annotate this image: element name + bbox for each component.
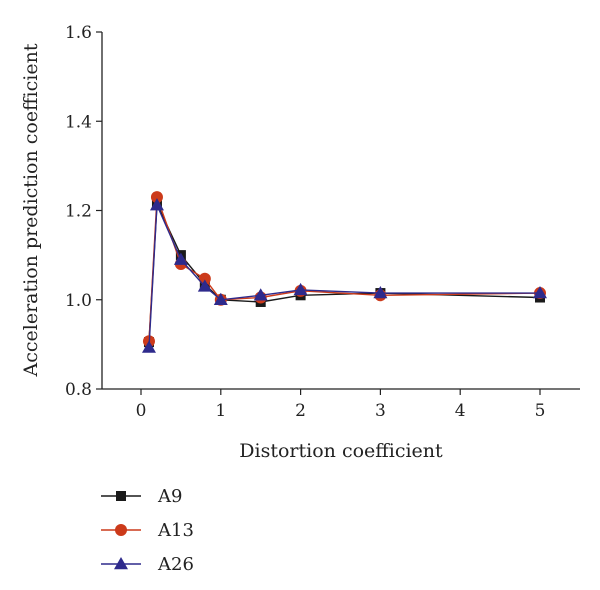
legend-item-a9: A9 xyxy=(101,486,182,507)
series-a26 xyxy=(141,198,547,353)
plot-area: 0.8 1.0 1.2 1.4 1.6 0 1 2 3 4 5 xyxy=(65,23,580,421)
y-tick-label: 1.4 xyxy=(65,112,92,132)
x-tick-label: 1 xyxy=(215,401,226,421)
y-tick-label: 1.6 xyxy=(65,23,92,43)
y-axis-title: Acceleration prediction coefficient xyxy=(20,43,42,377)
y-tick-label: 0.8 xyxy=(65,380,92,400)
data-point-a26 xyxy=(293,282,308,296)
data-point-a26 xyxy=(533,286,547,299)
legend-marker-a13 xyxy=(115,524,127,536)
y-ticks: 0.8 1.0 1.2 1.4 1.6 xyxy=(65,23,102,400)
x-tick-label: 2 xyxy=(295,401,306,421)
legend-marker-a9 xyxy=(116,491,126,501)
data-point-a26 xyxy=(213,292,228,305)
legend-item-a13: A13 xyxy=(101,520,194,541)
series-layer xyxy=(141,191,547,353)
series-a13 xyxy=(142,191,546,348)
data-point-a26 xyxy=(197,279,212,292)
legend-label-a13: A13 xyxy=(157,520,194,541)
data-point-a26 xyxy=(173,252,188,265)
legend-item-a26: A26 xyxy=(101,554,194,575)
x-tick-label: 0 xyxy=(136,401,147,421)
legend-label-a9: A9 xyxy=(157,486,182,507)
data-point-a13 xyxy=(150,191,163,204)
y-tick-label: 1.2 xyxy=(65,202,92,222)
legend-label-a26: A26 xyxy=(157,554,194,575)
x-tick-label: 5 xyxy=(535,401,546,421)
x-axis-title: Distortion coefficient xyxy=(239,440,443,462)
x-tick-label: 3 xyxy=(375,401,386,421)
series-line-a9 xyxy=(148,203,541,343)
legend-marker-a26 xyxy=(114,557,128,570)
x-tick-label: 4 xyxy=(455,401,466,421)
legend: A9 A13 A26 xyxy=(101,486,194,575)
x-ticks: 0 1 2 3 4 5 xyxy=(136,389,546,421)
data-point-a26 xyxy=(253,288,268,301)
data-point-a26 xyxy=(141,340,156,353)
series-line-a13 xyxy=(148,196,541,342)
data-point-a13 xyxy=(198,272,211,285)
y-tick-label: 1.0 xyxy=(65,291,92,311)
data-point-a26 xyxy=(149,198,164,211)
data-point-a26 xyxy=(373,286,388,299)
